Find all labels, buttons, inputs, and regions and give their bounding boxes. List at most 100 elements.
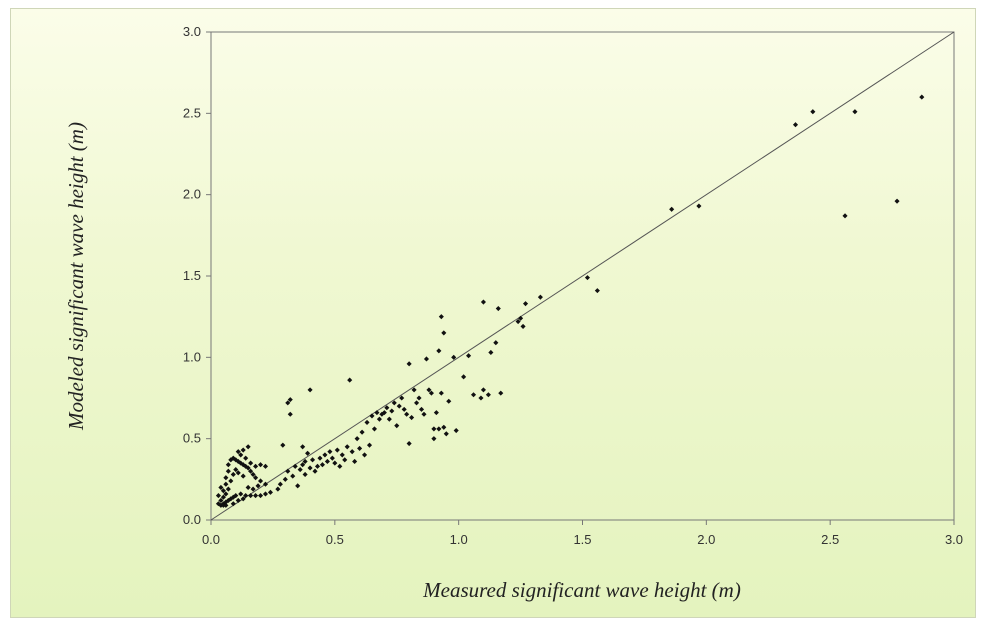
y-tick-label: 3.0	[183, 24, 201, 39]
x-tick-label: 0.0	[202, 532, 220, 547]
data-point	[280, 442, 286, 448]
x-tick-label: 2.5	[821, 532, 839, 547]
data-point	[396, 403, 402, 409]
data-point	[381, 410, 387, 416]
data-point	[257, 478, 264, 484]
data-point	[337, 463, 343, 469]
data-point	[389, 408, 395, 414]
data-point	[307, 465, 313, 471]
data-point	[488, 349, 494, 355]
data-point	[515, 319, 521, 325]
data-point	[347, 377, 353, 383]
data-point	[257, 493, 264, 499]
y-axis-title: Modeled significant wave height (m)	[64, 122, 88, 431]
data-point	[300, 462, 306, 468]
x-axis: 0.0 0.5 1.0 1.5 2.0 2.5 3.0	[202, 520, 963, 547]
data-point	[438, 390, 444, 396]
data-point	[220, 488, 226, 494]
data-point	[394, 423, 400, 429]
data-point	[480, 299, 486, 305]
data-point	[233, 467, 239, 473]
y-tick-label: 0.0	[183, 512, 201, 527]
data-point	[366, 442, 373, 448]
data-point	[317, 455, 323, 461]
data-point	[495, 305, 501, 312]
data-point	[253, 475, 259, 481]
reference-line	[210, 31, 955, 521]
data-point	[248, 468, 254, 474]
data-point	[257, 462, 264, 468]
data-point	[287, 397, 293, 403]
data-point	[230, 501, 236, 507]
data-point	[461, 374, 467, 380]
data-point	[290, 473, 296, 479]
data-point	[238, 452, 244, 458]
data-point	[225, 486, 231, 492]
data-point	[302, 471, 308, 477]
data-point	[498, 390, 504, 396]
y-tick-label: 1.5	[183, 268, 201, 283]
data-point	[485, 392, 491, 398]
data-point	[401, 406, 407, 412]
data-point	[894, 198, 900, 204]
data-point	[262, 463, 269, 469]
data-point	[436, 426, 442, 432]
data-point	[374, 410, 380, 416]
data-point	[253, 493, 259, 499]
y-tick-label: 1.0	[183, 349, 201, 364]
data-point	[441, 330, 447, 336]
data-point	[228, 478, 234, 484]
data-point	[245, 444, 251, 450]
data-point	[852, 109, 858, 115]
y-tick-label: 0.5	[183, 431, 201, 446]
data-point	[223, 502, 229, 508]
data-point	[223, 481, 229, 487]
data-point	[453, 427, 459, 434]
data-point	[225, 462, 231, 468]
scatter-plot: 0.0 0.5 1.0 1.5 2.0 2.5 3.0 0.0 0.5 1.0 1.5 2.0 2.5…	[64, 24, 963, 602]
data-point	[285, 400, 291, 406]
data-point	[307, 387, 313, 393]
y-axis: 0.0 0.5 1.0 1.5 2.0 2.5 3.0	[183, 24, 211, 527]
data-point	[233, 493, 239, 499]
data-point	[322, 452, 328, 458]
data-point	[240, 447, 246, 453]
data-point	[324, 458, 330, 464]
data-point	[248, 493, 254, 499]
data-point	[240, 473, 246, 479]
data-point	[371, 426, 378, 432]
data-point	[391, 400, 397, 406]
data-point	[305, 450, 311, 456]
data-point	[253, 463, 259, 469]
data-point	[327, 449, 333, 455]
data-point	[344, 444, 350, 450]
data-point	[354, 436, 360, 442]
data-point	[235, 470, 241, 476]
data-point	[220, 494, 226, 500]
x-tick-label: 1.5	[573, 532, 591, 547]
data-point	[443, 431, 449, 437]
data-point	[406, 361, 412, 367]
data-point	[238, 491, 244, 497]
data-point	[810, 109, 816, 115]
data-point	[302, 458, 308, 464]
data-point	[309, 457, 316, 463]
data-point	[493, 340, 499, 346]
data-point	[243, 493, 249, 499]
data-point	[339, 452, 345, 458]
data-point	[414, 400, 420, 406]
data-point	[431, 426, 437, 432]
data-point	[696, 203, 702, 209]
chart-panel: 0.0 0.5 1.0 1.5 2.0 2.5 3.0 0.0 0.5 1.0 1.5 2.0 2.5…	[10, 8, 976, 618]
data-point	[584, 275, 590, 281]
data-points	[215, 94, 925, 508]
data-point	[218, 484, 224, 491]
data-point	[287, 411, 293, 417]
data-point	[522, 301, 529, 307]
data-point	[245, 465, 251, 471]
data-point	[223, 475, 229, 481]
data-point	[319, 462, 325, 468]
data-point	[295, 483, 301, 489]
data-point	[215, 493, 221, 499]
data-point	[466, 353, 472, 359]
